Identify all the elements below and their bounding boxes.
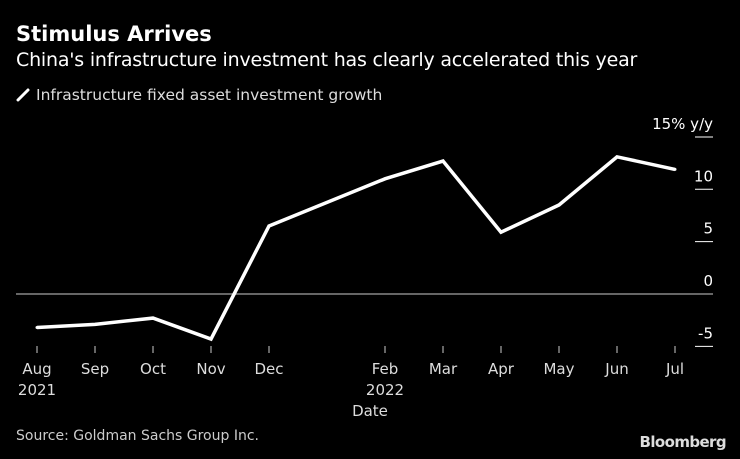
x-tick-label: Feb	[372, 360, 399, 378]
x-tick-label: Aug	[22, 360, 51, 378]
x-tick-label: Apr	[488, 360, 515, 378]
data-point	[557, 203, 561, 207]
x-tick-label: Jul	[665, 360, 684, 378]
x-tick-label: Sep	[81, 360, 109, 378]
source-note: Source: Goldman Sachs Group Inc.	[16, 428, 259, 444]
x-tick-year: 2022	[366, 381, 404, 399]
x-tick-label: Oct	[140, 360, 166, 378]
data-point	[151, 316, 155, 320]
x-tick-label: May	[543, 360, 574, 378]
x-tick-label: Jun	[604, 360, 628, 378]
data-point	[673, 167, 677, 171]
series-line	[36, 154, 676, 342]
y-tick-label: 15% y/y	[652, 115, 713, 133]
chart-subtitle: China's infrastructure investment has cl…	[16, 49, 638, 71]
legend-line-icon	[16, 88, 30, 102]
y-tick-label: -5	[698, 324, 713, 342]
chart-title: Stimulus Arrives	[16, 22, 212, 46]
legend: Infrastructure fixed asset investment gr…	[16, 86, 382, 104]
data-point	[209, 337, 213, 341]
x-tick-label: Mar	[429, 360, 458, 378]
y-tick-label: 10	[694, 167, 713, 185]
x-tick-label: Dec	[254, 360, 283, 378]
data-point	[267, 224, 271, 228]
y-tick-label: 5	[703, 220, 713, 238]
data-point	[383, 177, 387, 181]
data-point	[499, 230, 503, 234]
data-point	[615, 155, 619, 159]
bloomberg-logo: Bloomberg	[639, 433, 727, 451]
data-point	[93, 322, 97, 326]
x-tick-year: 2021	[18, 381, 56, 399]
data-point	[35, 326, 39, 330]
y-tick-label: 0	[703, 272, 713, 290]
data-point	[441, 159, 445, 163]
legend-label: Infrastructure fixed asset investment gr…	[36, 86, 383, 104]
x-tick-label: Nov	[196, 360, 225, 378]
x-axis-label: Date	[352, 402, 388, 420]
